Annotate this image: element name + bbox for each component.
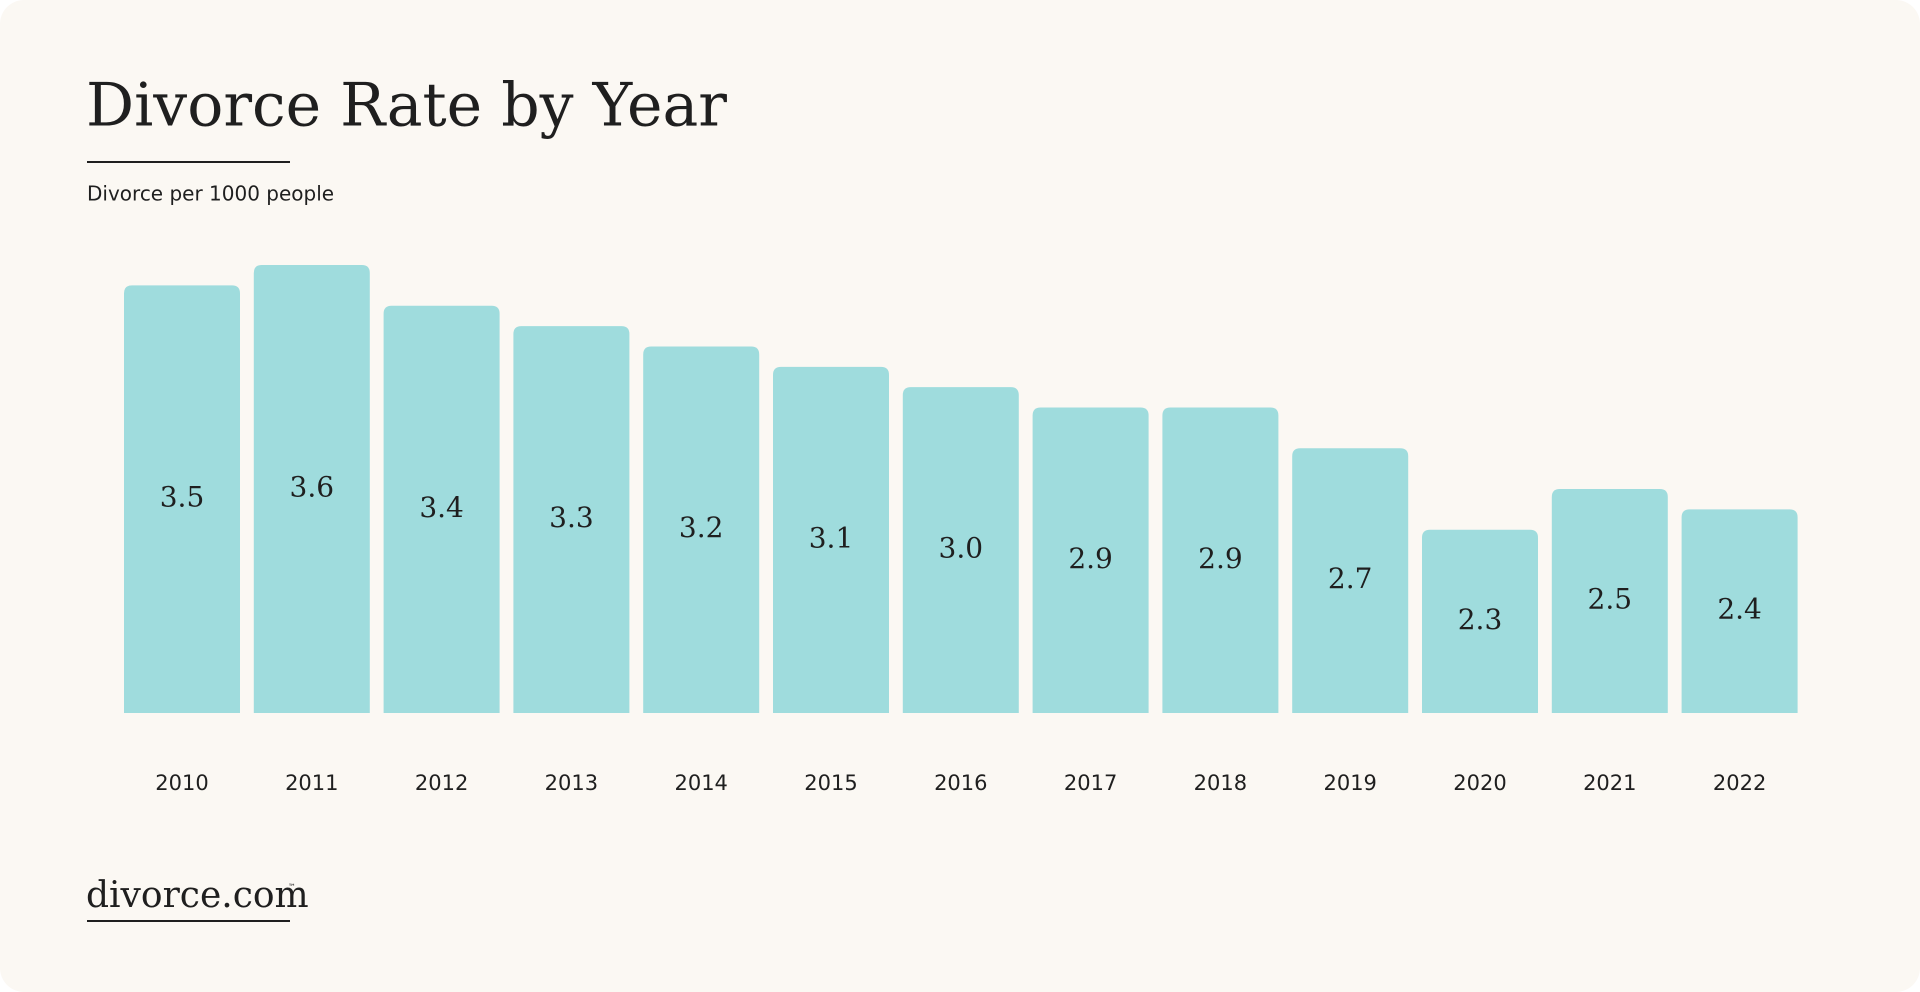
value-label: 2.9: [1068, 542, 1113, 575]
value-label: 3.6: [290, 471, 335, 504]
bar: [902, 387, 1019, 713]
value-label: 3.0: [939, 532, 984, 565]
bar: [773, 366, 889, 713]
bar: [1292, 448, 1409, 713]
x-tick-label: 2011: [285, 771, 338, 795]
bar: [643, 346, 760, 713]
value-label: 2.7: [1328, 562, 1373, 595]
chart-subtitle: Divorce per 1000 people: [87, 182, 334, 206]
bar: [253, 265, 370, 713]
x-tick-label: 2022: [1713, 771, 1766, 795]
x-tick-label: 2017: [1064, 771, 1117, 795]
x-tick-label: 2013: [545, 771, 598, 795]
bar: [1681, 509, 1798, 713]
bar: [1551, 489, 1668, 713]
bar: [1422, 529, 1538, 713]
bar: [124, 285, 240, 713]
bar: [513, 326, 630, 713]
value-label: 3.4: [419, 491, 464, 524]
x-tick-label: 2016: [934, 771, 987, 795]
value-label: 2.4: [1717, 593, 1762, 626]
bar: [1032, 407, 1149, 713]
value-label: 2.9: [1198, 542, 1243, 575]
value-label: 3.5: [160, 481, 205, 514]
value-label: 2.3: [1458, 603, 1503, 636]
bar: [1162, 407, 1279, 713]
x-tick-label: 2010: [155, 771, 208, 795]
x-tick-label: 2020: [1453, 771, 1506, 795]
value-label: 2.5: [1588, 583, 1633, 616]
x-tick-label: 2018: [1194, 771, 1247, 795]
x-tick-label: 2014: [674, 771, 727, 795]
x-tick-label: 2019: [1323, 771, 1376, 795]
value-label: 3.2: [679, 511, 724, 544]
x-tick-label: 2015: [804, 771, 857, 795]
chart-title: Divorce Rate by Year: [86, 71, 727, 141]
logo-mark: ™: [288, 883, 296, 892]
x-tick-label: 2021: [1583, 771, 1636, 795]
bar: [383, 305, 500, 713]
value-label: 3.1: [809, 521, 854, 554]
x-tick-label: 2012: [415, 771, 468, 795]
value-label: 3.3: [549, 501, 594, 534]
logo[interactable]: divorce.com: [86, 875, 309, 916]
